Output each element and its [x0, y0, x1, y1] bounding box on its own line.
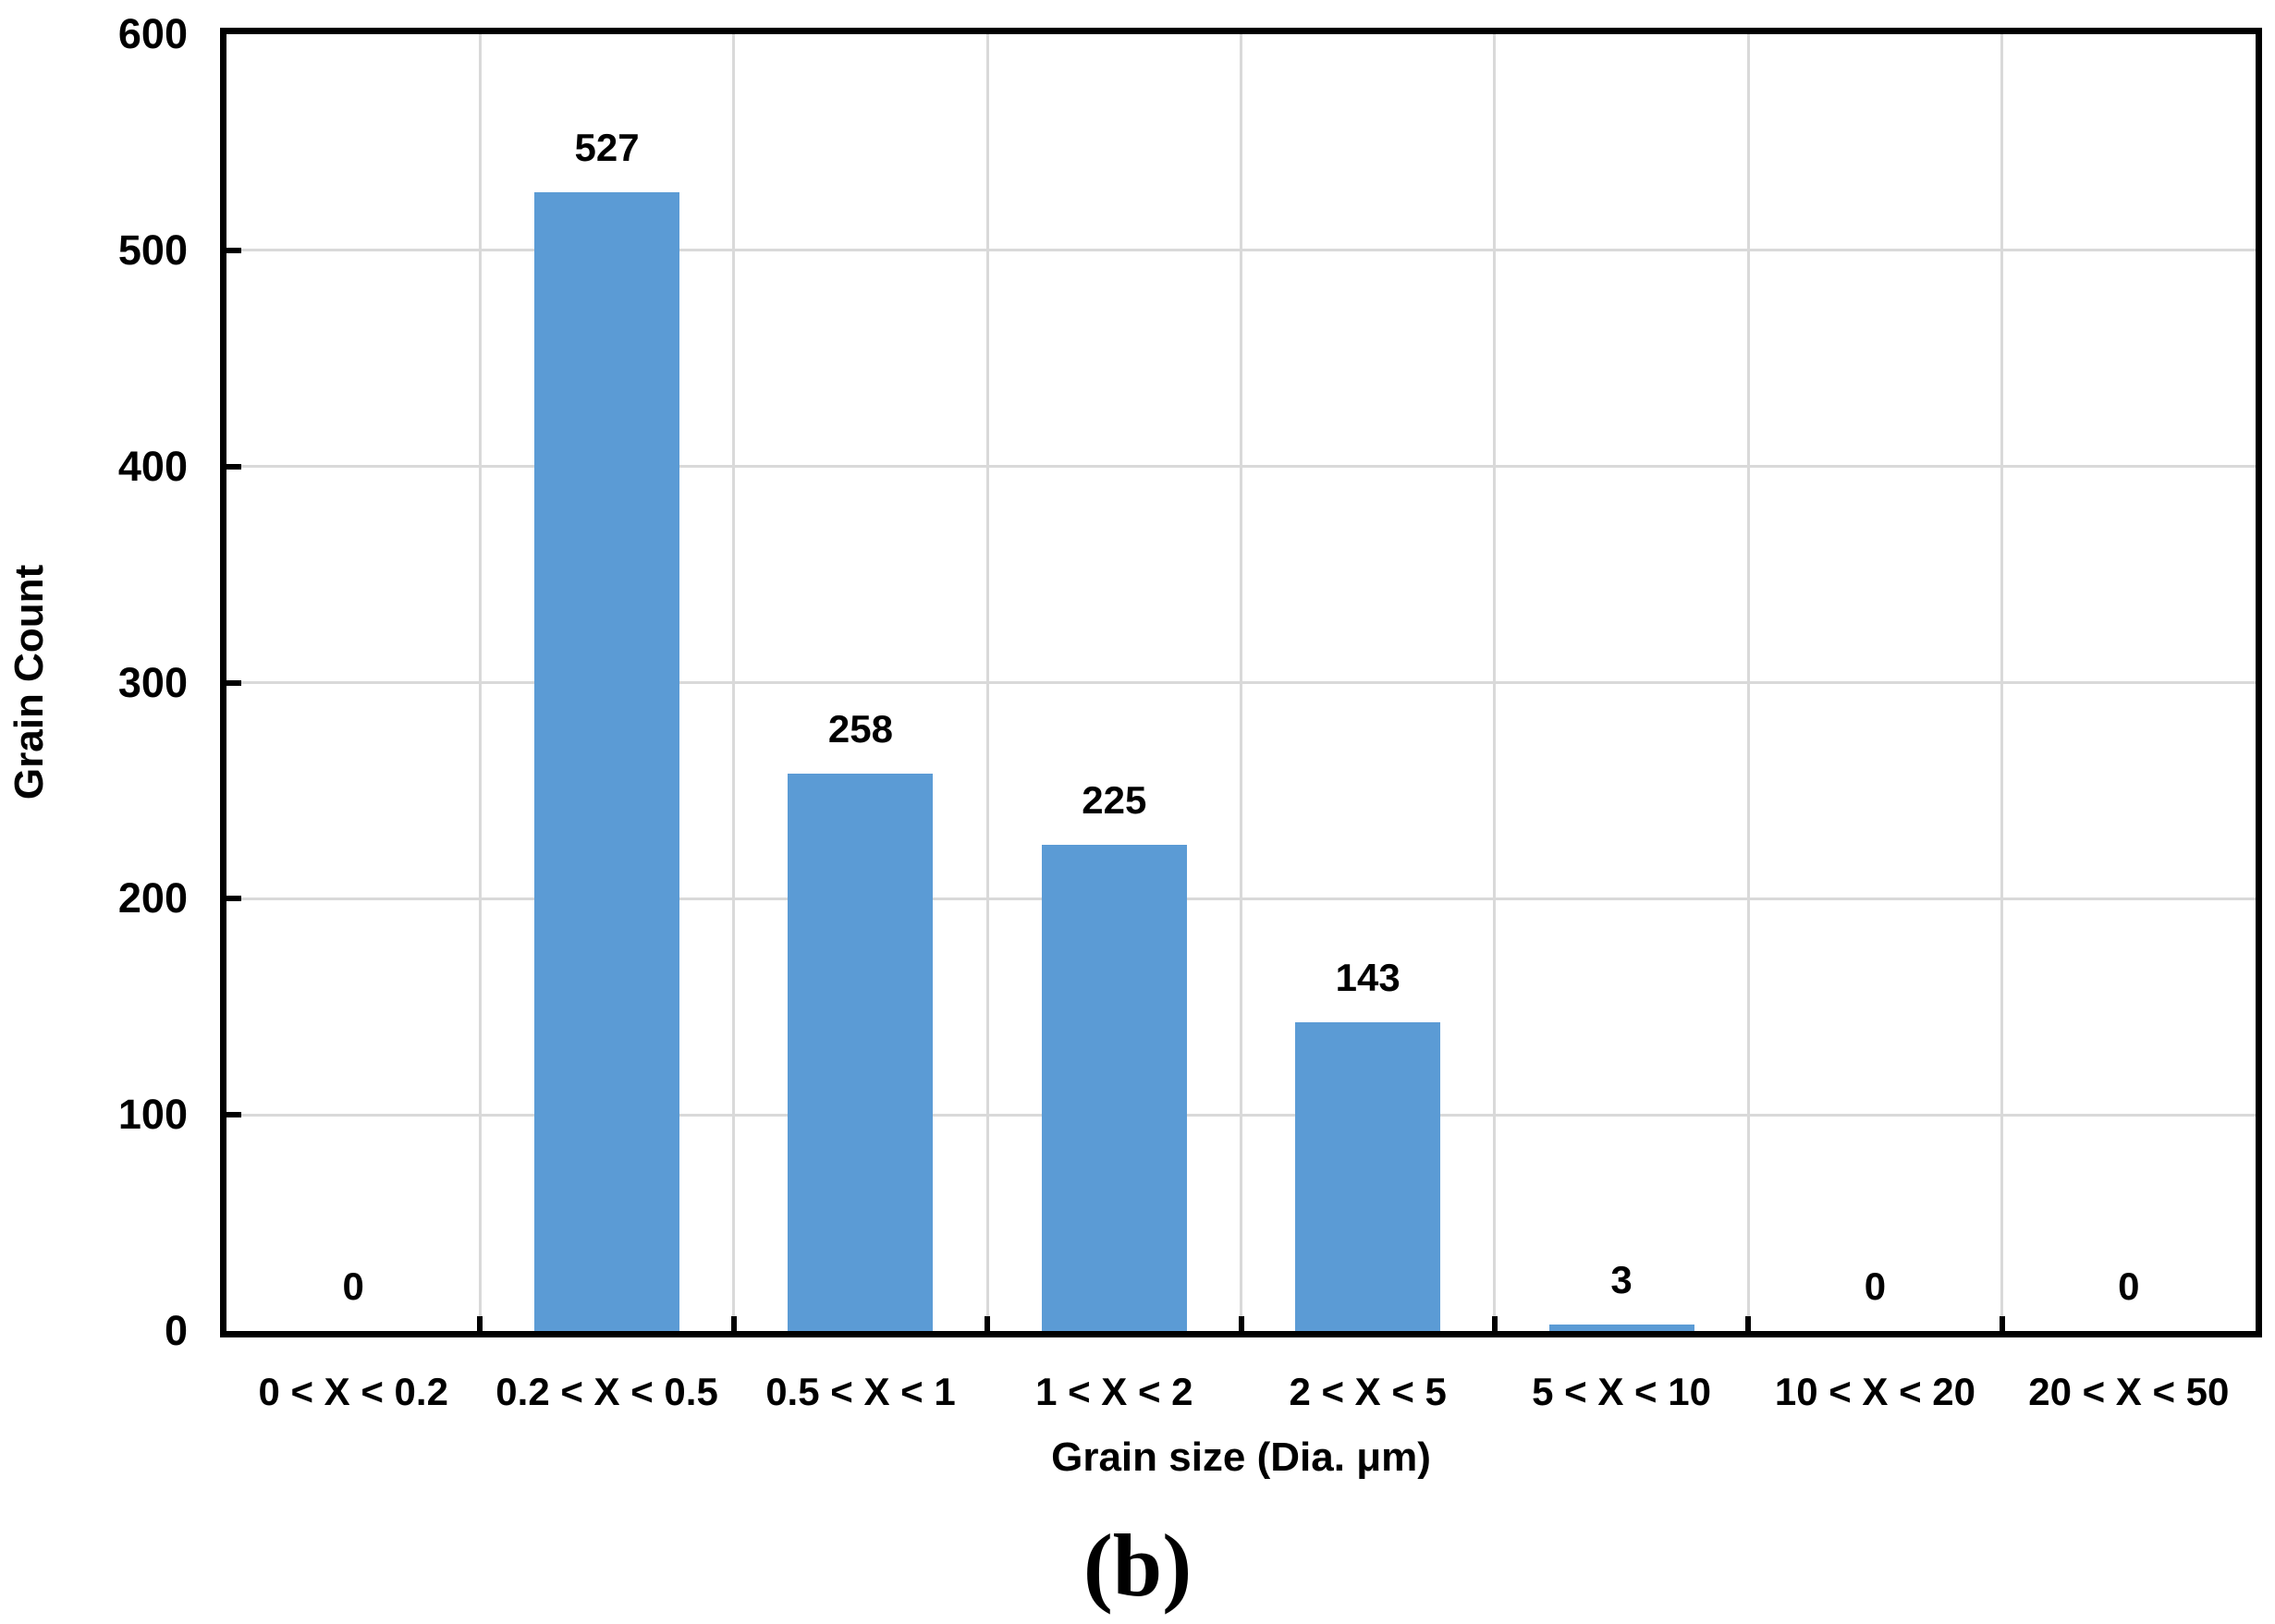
- figure-caption: (b): [1082, 1516, 1193, 1615]
- x-axis-tick: [1999, 1316, 2005, 1331]
- y-axis-tick-label: 600: [117, 10, 188, 57]
- x-axis-tick-label: 0 < X < 0.2: [258, 1370, 448, 1413]
- bar-3: [788, 773, 934, 1331]
- bar-6: [1548, 1325, 1694, 1331]
- gridline-vertical: [985, 34, 989, 1331]
- y-axis-tick: [226, 896, 241, 902]
- bar-data-label: 527: [574, 125, 640, 169]
- bar-data-label: 0: [342, 1264, 364, 1308]
- x-axis-tick: [1491, 1316, 1498, 1331]
- y-axis-tick-label: 0: [164, 1307, 188, 1354]
- y-axis-tick: [226, 1112, 241, 1118]
- bar-5: [1295, 1021, 1441, 1331]
- bar-data-label: 0: [1864, 1264, 1887, 1308]
- gridline-vertical: [732, 34, 736, 1331]
- bar-4: [1041, 844, 1187, 1331]
- x-axis-tick: [1238, 1316, 1244, 1331]
- y-axis-tick: [226, 463, 241, 470]
- gridline-vertical: [1240, 34, 1242, 1331]
- x-axis-tick: [477, 1316, 483, 1331]
- x-axis-tick: [985, 1316, 991, 1331]
- x-axis-tick: [730, 1316, 737, 1331]
- bar-data-label: 143: [1335, 955, 1400, 999]
- x-axis-tick-label: 1 < X < 2: [1035, 1370, 1193, 1413]
- x-axis-title: Grain size (Dia. μm): [1051, 1435, 1431, 1480]
- y-axis-tick-label: 500: [117, 226, 188, 274]
- y-axis-tick-label: 100: [117, 1091, 188, 1139]
- gridline-vertical: [2000, 34, 2004, 1331]
- bar-2: [534, 191, 680, 1331]
- y-axis-tick: [226, 679, 241, 686]
- gridline-vertical: [478, 34, 482, 1331]
- bar-data-label: 0: [2118, 1264, 2140, 1308]
- x-axis-tick-label: 0.5 < X < 1: [765, 1370, 956, 1413]
- bar-data-label: 258: [827, 706, 893, 751]
- x-axis-tick-label: 2 < X < 5: [1289, 1370, 1447, 1413]
- y-axis-tick-label: 200: [117, 874, 188, 922]
- gridline-vertical: [1493, 34, 1497, 1331]
- x-axis-tick: [1745, 1316, 1752, 1331]
- y-axis-tick-label: 400: [117, 442, 188, 490]
- gridline-vertical: [1746, 34, 1750, 1331]
- x-axis-tick-label: 5 < X < 10: [1532, 1370, 1711, 1413]
- bar-data-label: 3: [1610, 1258, 1633, 1301]
- y-axis-tick: [226, 247, 241, 253]
- x-axis-tick-label: 0.2 < X < 0.5: [495, 1370, 718, 1413]
- x-axis-tick-label: 10 < X < 20: [1774, 1370, 1976, 1413]
- bar-data-label: 225: [1082, 777, 1147, 822]
- x-axis-tick-label: 20 < X < 50: [2028, 1370, 2230, 1413]
- plot-area: 0 527 258 225 143 3 0 0: [220, 28, 2262, 1337]
- y-axis-tick-label: 300: [117, 658, 188, 706]
